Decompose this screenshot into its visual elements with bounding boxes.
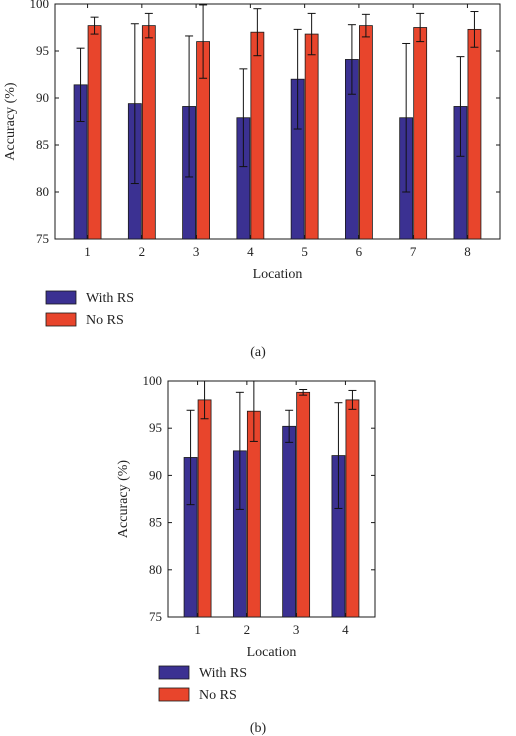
y-tick-label: 95 bbox=[149, 420, 162, 435]
chart-a: 75 80 85 90 95 100 1 2 3 4 5 6 7 8 Location Accuracy (%… bbox=[3, 0, 501, 360]
x-tick-label: 4 bbox=[247, 244, 254, 259]
no-rs-bar bbox=[141, 25, 156, 240]
no-rs-bar bbox=[246, 410, 261, 618]
legend-swatch-with-rs bbox=[45, 290, 77, 305]
x-tick-label: 3 bbox=[193, 244, 200, 259]
no-rs-bar bbox=[197, 399, 212, 618]
x-tick-label: 1 bbox=[84, 244, 91, 259]
legend-label-no-rs: No RS bbox=[86, 313, 124, 328]
y-tick-label: 75 bbox=[36, 231, 49, 246]
x-tick-label: 6 bbox=[356, 244, 363, 259]
plot-frame bbox=[54, 3, 501, 240]
with-rs-bar bbox=[282, 425, 297, 618]
y-tick-label: 85 bbox=[36, 137, 49, 152]
x-axis-label: Location bbox=[247, 645, 297, 660]
legend-swatch-no-rs bbox=[158, 687, 190, 702]
x-tick-label: 4 bbox=[342, 622, 349, 637]
chart-b: 75 80 85 90 95 100 1 2 3 4 Location Accuracy (%) Wit… bbox=[116, 373, 376, 736]
y-tick-label: 95 bbox=[36, 43, 49, 58]
x-tick-label: 2 bbox=[244, 622, 251, 637]
y-axis-label: Accuracy (%) bbox=[116, 460, 131, 538]
panel-label: (a) bbox=[250, 345, 266, 360]
x-tick-label: 8 bbox=[464, 244, 471, 259]
no-rs-bar bbox=[296, 391, 311, 618]
no-rs-bar bbox=[359, 25, 373, 240]
no-rs-bar bbox=[304, 33, 319, 240]
y-tick-label: 85 bbox=[149, 515, 162, 530]
no-rs-bar bbox=[87, 25, 102, 240]
legend-label-with-rs: With RS bbox=[199, 666, 247, 681]
x-tick-label: 5 bbox=[301, 244, 308, 259]
panel-label: (b) bbox=[250, 721, 267, 736]
y-tick-label: 100 bbox=[143, 373, 163, 388]
x-axis-label: Location bbox=[253, 267, 303, 282]
no-rs-bar bbox=[345, 399, 360, 618]
no-rs-bar bbox=[467, 28, 482, 240]
legend-swatch-no-rs bbox=[45, 312, 77, 327]
legend-swatch-with-rs bbox=[158, 665, 190, 680]
x-tick-label: 2 bbox=[139, 244, 146, 259]
no-rs-bar bbox=[413, 27, 428, 240]
y-tick-label: 75 bbox=[149, 609, 162, 624]
y-tick-label: 80 bbox=[149, 562, 162, 577]
y-tick-label: 80 bbox=[36, 184, 49, 199]
x-tick-label: 3 bbox=[293, 622, 300, 637]
y-tick-label: 90 bbox=[36, 90, 49, 105]
y-tick-label: 90 bbox=[149, 467, 162, 482]
no-rs-bar bbox=[250, 31, 265, 240]
y-axis-label: Accuracy (%) bbox=[3, 82, 18, 160]
plot-frame bbox=[167, 380, 376, 618]
legend-label-with-rs: With RS bbox=[86, 291, 134, 306]
legend-label-no-rs: No RS bbox=[199, 688, 237, 703]
y-tick-label: 100 bbox=[30, 0, 50, 11]
x-tick-label: 1 bbox=[194, 622, 201, 637]
x-tick-label: 7 bbox=[410, 244, 417, 259]
